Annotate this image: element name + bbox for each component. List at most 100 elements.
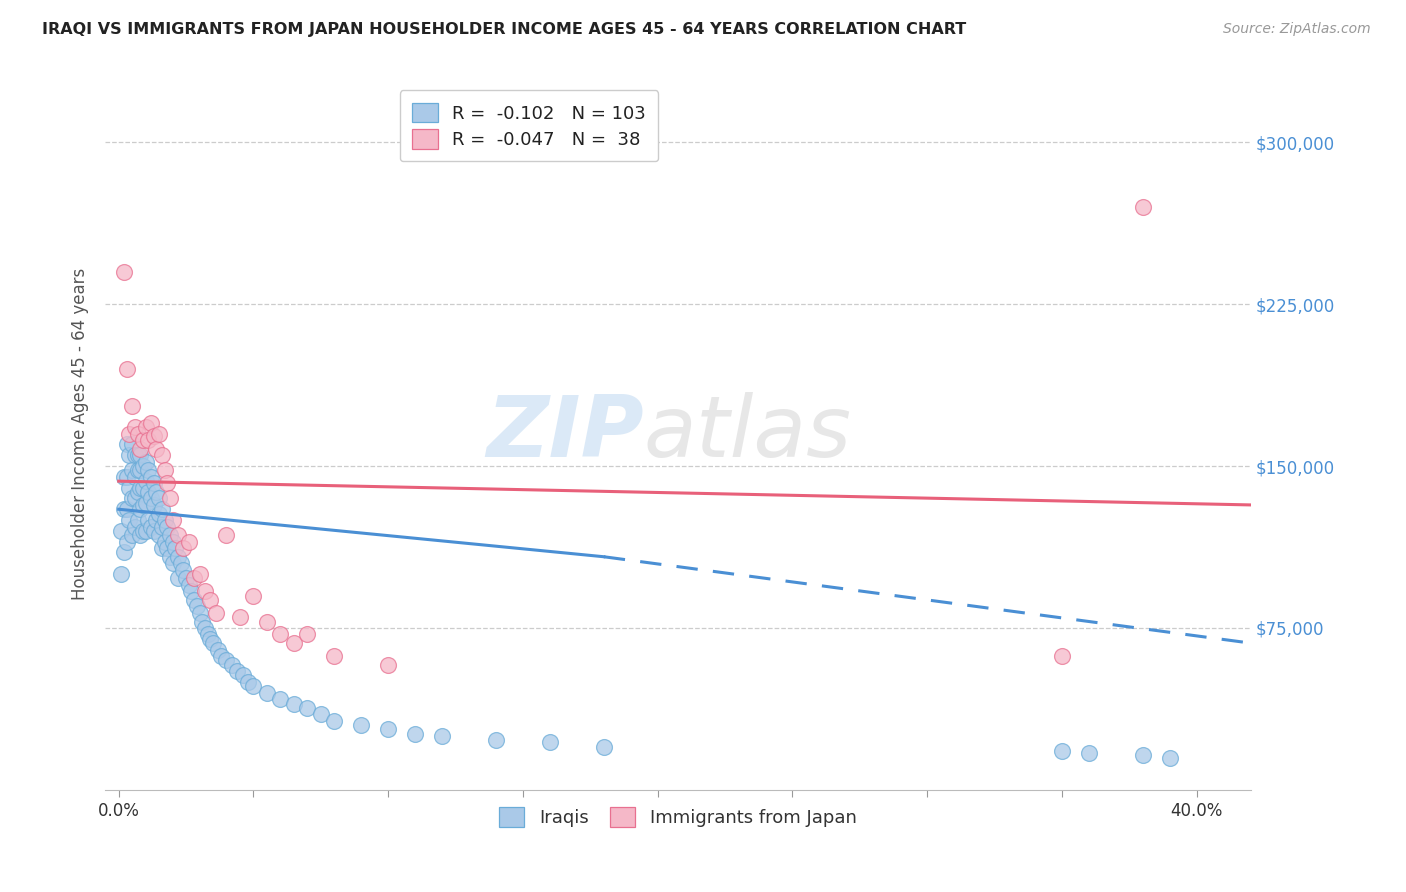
Point: [183, 593, 205, 607]
Point: [118, 426, 141, 441]
Point: [127, 426, 149, 441]
Point: [229, 610, 252, 624]
Point: [118, 448, 141, 462]
Point: [142, 498, 165, 512]
Point: [127, 448, 149, 462]
Point: [283, 697, 305, 711]
Point: [118, 513, 141, 527]
Point: [110, 567, 132, 582]
Point: [256, 615, 278, 629]
Point: [142, 476, 165, 491]
Point: [215, 528, 238, 542]
Point: [124, 470, 146, 484]
Point: [132, 481, 155, 495]
Point: [297, 627, 319, 641]
Point: [129, 463, 152, 477]
Point: [127, 485, 149, 500]
Point: [377, 657, 399, 672]
Point: [112, 265, 135, 279]
Point: [232, 668, 254, 682]
Point: [129, 502, 152, 516]
Point: [592, 739, 614, 754]
Point: [129, 448, 152, 462]
Point: [226, 664, 249, 678]
Point: [115, 470, 138, 484]
Point: [170, 556, 193, 570]
Point: [135, 420, 157, 434]
Point: [177, 578, 200, 592]
Point: [138, 463, 160, 477]
Point: [186, 599, 208, 614]
Point: [188, 606, 211, 620]
Point: [167, 571, 190, 585]
Point: [162, 513, 184, 527]
Point: [156, 541, 179, 555]
Point: [297, 701, 319, 715]
Point: [115, 437, 138, 451]
Text: ZIP: ZIP: [486, 392, 644, 475]
Point: [112, 470, 135, 484]
Point: [404, 727, 426, 741]
Point: [156, 476, 179, 491]
Point: [159, 528, 181, 542]
Point: [150, 519, 173, 533]
Point: [135, 496, 157, 510]
Point: [138, 433, 160, 447]
Point: [485, 733, 508, 747]
Point: [172, 563, 194, 577]
Point: [236, 675, 259, 690]
Point: [153, 463, 176, 477]
Point: [124, 420, 146, 434]
Point: [242, 679, 264, 693]
Point: [139, 519, 162, 533]
Point: [377, 723, 399, 737]
Point: [150, 448, 173, 462]
Point: [309, 707, 332, 722]
Point: [124, 491, 146, 506]
Point: [177, 534, 200, 549]
Point: [138, 485, 160, 500]
Point: [132, 433, 155, 447]
Point: [183, 571, 205, 585]
Point: [129, 481, 152, 495]
Point: [167, 549, 190, 564]
Point: [156, 519, 179, 533]
Point: [110, 524, 132, 538]
Point: [1077, 746, 1099, 760]
Point: [115, 534, 138, 549]
Point: [159, 549, 181, 564]
Point: [112, 545, 135, 559]
Point: [191, 615, 214, 629]
Point: [129, 528, 152, 542]
Point: [221, 657, 243, 672]
Text: IRAQI VS IMMIGRANTS FROM JAPAN HOUSEHOLDER INCOME AGES 45 - 64 YEARS CORRELATION: IRAQI VS IMMIGRANTS FROM JAPAN HOUSEHOLD…: [42, 22, 966, 37]
Point: [139, 416, 162, 430]
Point: [209, 648, 232, 663]
Point: [132, 498, 155, 512]
Text: Source: ZipAtlas.com: Source: ZipAtlas.com: [1223, 22, 1371, 37]
Point: [135, 524, 157, 538]
Point: [1132, 748, 1154, 763]
Point: [112, 502, 135, 516]
Point: [145, 485, 167, 500]
Point: [139, 470, 162, 484]
Point: [1050, 648, 1073, 663]
Point: [115, 362, 138, 376]
Point: [148, 507, 170, 521]
Point: [180, 584, 202, 599]
Point: [124, 448, 146, 462]
Y-axis label: Householder Income Ages 45 - 64 years: Householder Income Ages 45 - 64 years: [72, 268, 89, 599]
Point: [142, 429, 165, 443]
Point: [350, 718, 373, 732]
Point: [132, 458, 155, 473]
Point: [269, 627, 291, 641]
Point: [283, 636, 305, 650]
Point: [194, 621, 217, 635]
Point: [127, 513, 149, 527]
Point: [188, 567, 211, 582]
Point: [269, 692, 291, 706]
Point: [323, 648, 346, 663]
Text: atlas: atlas: [644, 392, 852, 475]
Point: [135, 455, 157, 469]
Point: [215, 653, 238, 667]
